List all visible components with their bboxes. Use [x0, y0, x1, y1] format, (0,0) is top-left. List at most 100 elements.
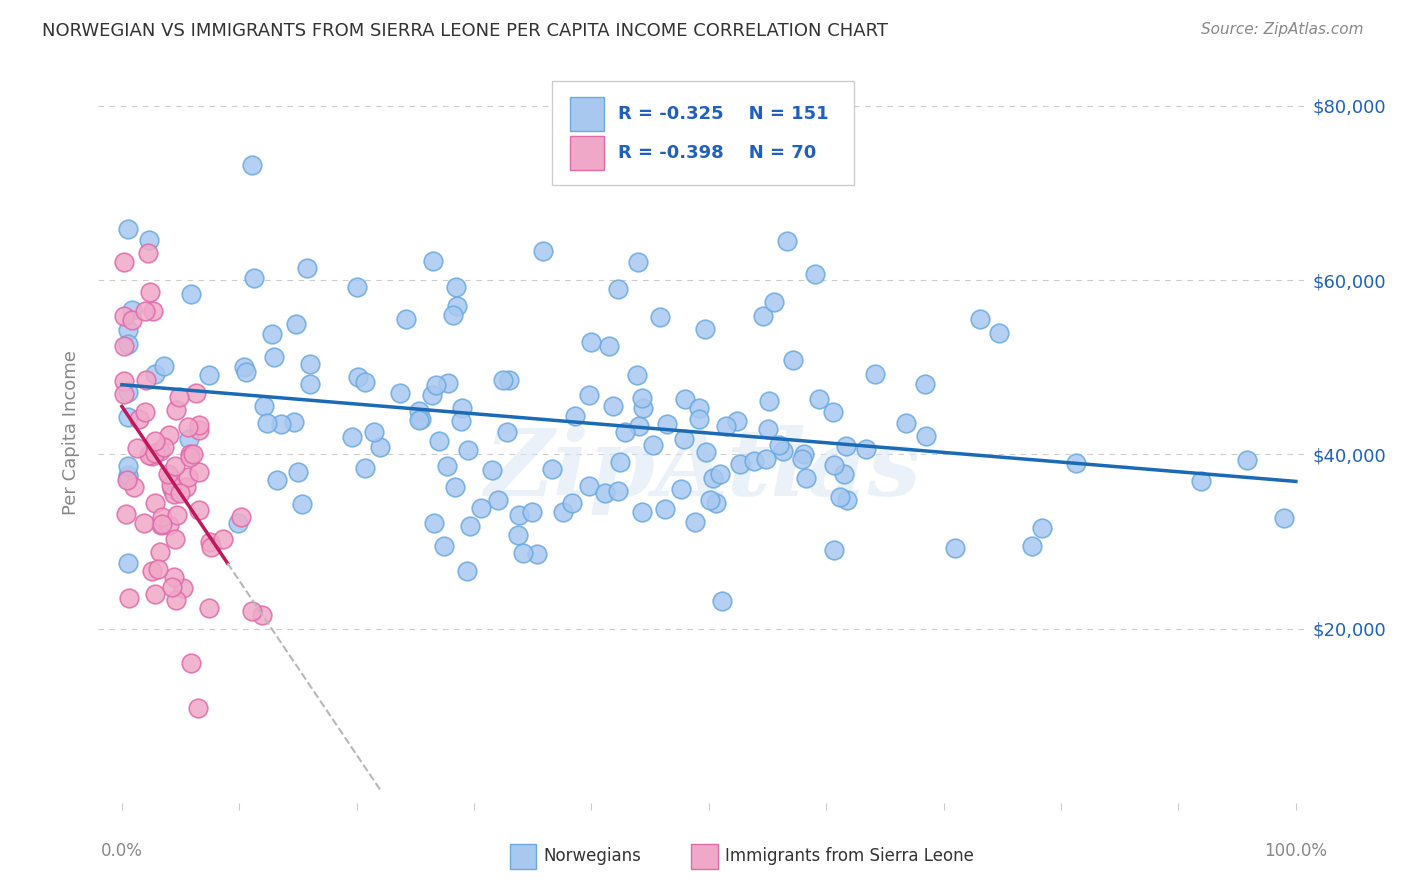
- Point: [198, 534, 221, 549]
- Text: Immigrants from Sierra Leone: Immigrants from Sierra Leone: [724, 847, 973, 865]
- FancyBboxPatch shape: [509, 844, 536, 870]
- Point: [526, 548, 548, 562]
- Point: [139, 285, 162, 299]
- Point: [346, 280, 368, 294]
- Point: [141, 564, 163, 578]
- Point: [200, 540, 222, 554]
- Point: [252, 607, 274, 622]
- Point: [446, 279, 468, 293]
- Point: [755, 451, 778, 466]
- Point: [180, 656, 202, 670]
- Point: [578, 388, 600, 402]
- Point: [184, 386, 207, 401]
- Point: [609, 455, 631, 469]
- Point: [598, 339, 620, 353]
- Point: [152, 516, 174, 531]
- Point: [118, 591, 141, 606]
- Point: [863, 367, 886, 381]
- Point: [340, 430, 363, 444]
- Point: [163, 486, 186, 500]
- Point: [855, 442, 877, 456]
- Point: [498, 373, 520, 387]
- Point: [295, 261, 318, 276]
- Point: [167, 390, 190, 404]
- Point: [714, 418, 737, 433]
- FancyBboxPatch shape: [569, 97, 603, 130]
- Point: [117, 323, 139, 337]
- Point: [914, 428, 936, 442]
- Point: [117, 459, 139, 474]
- Point: [112, 374, 135, 388]
- Point: [437, 376, 460, 390]
- Point: [159, 477, 181, 491]
- Point: [641, 438, 664, 452]
- Point: [823, 458, 845, 472]
- FancyBboxPatch shape: [690, 844, 717, 870]
- Point: [153, 441, 176, 455]
- Point: [117, 409, 139, 424]
- Point: [441, 309, 464, 323]
- Point: [821, 405, 844, 419]
- Point: [243, 270, 266, 285]
- Point: [450, 401, 472, 416]
- Point: [693, 322, 716, 336]
- Point: [446, 299, 468, 313]
- Point: [188, 417, 211, 432]
- Point: [408, 412, 430, 426]
- Point: [828, 490, 851, 504]
- Point: [180, 287, 202, 301]
- Point: [607, 483, 630, 498]
- Point: [436, 459, 458, 474]
- Point: [444, 480, 467, 494]
- Point: [654, 501, 676, 516]
- Point: [752, 309, 775, 323]
- Point: [578, 478, 600, 492]
- Point: [177, 432, 200, 446]
- Point: [150, 510, 173, 524]
- Point: [354, 461, 377, 475]
- Point: [143, 587, 166, 601]
- Point: [149, 545, 172, 559]
- Point: [1064, 456, 1087, 470]
- Point: [228, 516, 250, 530]
- Point: [561, 496, 583, 510]
- Point: [242, 604, 264, 618]
- Point: [169, 485, 191, 500]
- Point: [176, 470, 198, 484]
- Point: [669, 482, 692, 496]
- Point: [176, 480, 198, 494]
- Point: [823, 542, 845, 557]
- Point: [112, 387, 135, 401]
- Point: [613, 425, 636, 439]
- Point: [115, 473, 138, 487]
- Point: [411, 412, 433, 426]
- Point: [121, 302, 143, 317]
- Point: [363, 425, 385, 440]
- Point: [368, 440, 391, 454]
- Point: [894, 416, 917, 430]
- Point: [450, 414, 472, 428]
- Point: [602, 399, 624, 413]
- Point: [803, 267, 825, 281]
- Point: [593, 485, 616, 500]
- Point: [541, 462, 564, 476]
- Text: Source: ZipAtlas.com: Source: ZipAtlas.com: [1201, 22, 1364, 37]
- Point: [782, 353, 804, 368]
- Point: [1272, 510, 1295, 524]
- Point: [287, 465, 309, 479]
- Point: [152, 359, 174, 374]
- Point: [262, 326, 284, 341]
- Point: [134, 304, 156, 318]
- Point: [125, 442, 148, 456]
- Point: [945, 541, 967, 556]
- Point: [793, 447, 815, 461]
- Point: [157, 518, 180, 533]
- Point: [263, 350, 285, 364]
- Point: [673, 392, 696, 407]
- Text: R = -0.398    N = 70: R = -0.398 N = 70: [619, 144, 817, 161]
- Point: [135, 373, 157, 387]
- Point: [648, 310, 671, 325]
- Point: [134, 405, 156, 419]
- Point: [1236, 453, 1258, 467]
- Point: [354, 375, 377, 389]
